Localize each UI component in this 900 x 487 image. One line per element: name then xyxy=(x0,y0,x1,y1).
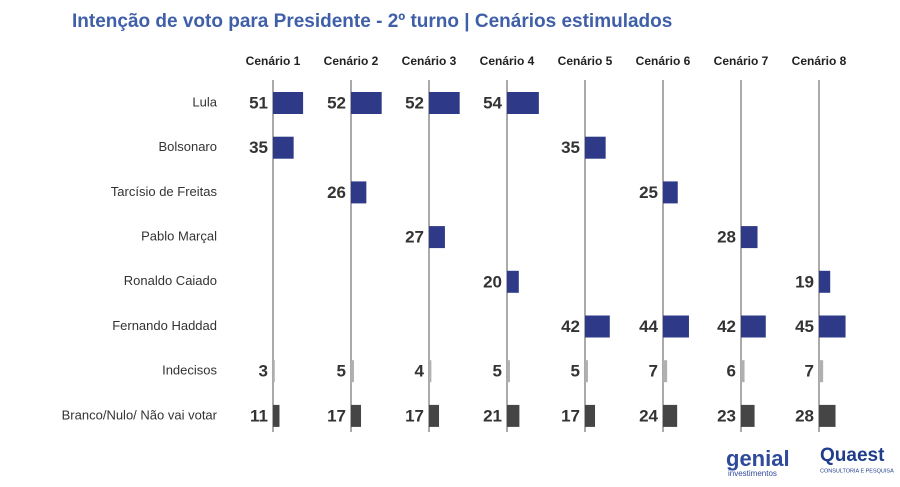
bar xyxy=(663,360,668,383)
value-label: 21 xyxy=(483,406,502,425)
column-header: Cenário 1 xyxy=(246,54,301,68)
bar xyxy=(819,404,836,427)
bar xyxy=(507,92,539,114)
row-label: Ronaldo Caiado xyxy=(124,273,217,288)
bar xyxy=(741,226,758,249)
bar xyxy=(351,404,362,427)
bar xyxy=(741,315,766,338)
value-label: 4 xyxy=(415,362,425,381)
bar xyxy=(663,404,678,427)
bar xyxy=(351,92,382,114)
logo-genial-sub: investimentos xyxy=(728,469,777,478)
row-label: Branco/Nulo/ Não vai votar xyxy=(62,407,218,422)
bar xyxy=(429,92,460,114)
bar xyxy=(507,360,510,383)
row-label: Lula xyxy=(192,94,217,109)
bar xyxy=(429,226,445,249)
value-label: 23 xyxy=(717,406,736,425)
bar xyxy=(429,360,432,383)
bar xyxy=(273,92,304,114)
value-label: 3 xyxy=(259,362,268,381)
value-label: 27 xyxy=(405,228,424,247)
column-header: Cenário 8 xyxy=(792,54,847,68)
bar xyxy=(273,136,294,159)
column-header: Cenário 7 xyxy=(714,54,769,68)
bar xyxy=(663,181,678,204)
bar xyxy=(585,360,588,383)
bar xyxy=(429,404,440,427)
value-label: 26 xyxy=(327,183,346,202)
value-label: 5 xyxy=(493,362,502,381)
row-label: Tarcísio de Freitas xyxy=(111,184,218,199)
value-label: 35 xyxy=(561,138,580,157)
value-label: 5 xyxy=(337,362,346,381)
bar xyxy=(819,270,831,293)
logo-genial: genial xyxy=(726,446,790,471)
bar xyxy=(273,360,275,383)
value-label: 54 xyxy=(483,93,502,112)
value-label: 7 xyxy=(649,362,658,381)
value-label: 45 xyxy=(795,317,814,336)
column-header: Cenário 6 xyxy=(636,54,691,68)
bar xyxy=(351,360,354,383)
value-label: 52 xyxy=(405,93,424,112)
value-label: 19 xyxy=(795,272,814,291)
column-header: Cenário 2 xyxy=(324,54,379,68)
value-label: 20 xyxy=(483,272,502,291)
value-label: 24 xyxy=(639,406,658,425)
row-label: Indecisos xyxy=(162,363,217,378)
value-label: 44 xyxy=(639,317,658,336)
value-label: 42 xyxy=(717,317,736,336)
value-label: 25 xyxy=(639,183,658,202)
value-label: 6 xyxy=(727,362,736,381)
bar xyxy=(585,315,610,338)
value-label: 17 xyxy=(327,406,346,425)
value-label: 52 xyxy=(327,93,346,112)
value-label: 51 xyxy=(249,93,268,112)
value-label: 35 xyxy=(249,138,268,157)
column-header: Cenário 4 xyxy=(480,54,535,68)
row-label: Fernando Haddad xyxy=(112,318,217,333)
bar xyxy=(663,315,689,338)
bar xyxy=(585,136,606,159)
bar xyxy=(507,270,519,293)
bar xyxy=(741,360,745,383)
bar xyxy=(819,315,846,338)
column-header: Cenário 5 xyxy=(558,54,613,68)
value-label: 5 xyxy=(571,362,580,381)
row-label: Bolsonaro xyxy=(158,139,217,154)
value-label: 28 xyxy=(717,228,736,247)
row-label: Pablo Marçal xyxy=(141,229,217,244)
bar xyxy=(741,404,755,427)
bar xyxy=(819,360,824,383)
value-label: 17 xyxy=(561,406,580,425)
value-label: 7 xyxy=(805,362,814,381)
value-label: 28 xyxy=(795,406,814,425)
value-label: 17 xyxy=(405,406,424,425)
bar xyxy=(351,181,367,204)
value-label: 11 xyxy=(250,406,268,425)
column-header: Cenário 3 xyxy=(402,54,457,68)
logo-quaest: Quaest xyxy=(820,445,885,466)
logo-quaest-sub: CONSULTORIA E PESQUISA xyxy=(820,468,894,474)
bar xyxy=(273,404,280,427)
bar xyxy=(585,404,596,427)
chart-title: Intenção de voto para Presidente - 2º tu… xyxy=(72,11,672,32)
bar xyxy=(507,404,520,427)
value-label: 42 xyxy=(561,317,580,336)
